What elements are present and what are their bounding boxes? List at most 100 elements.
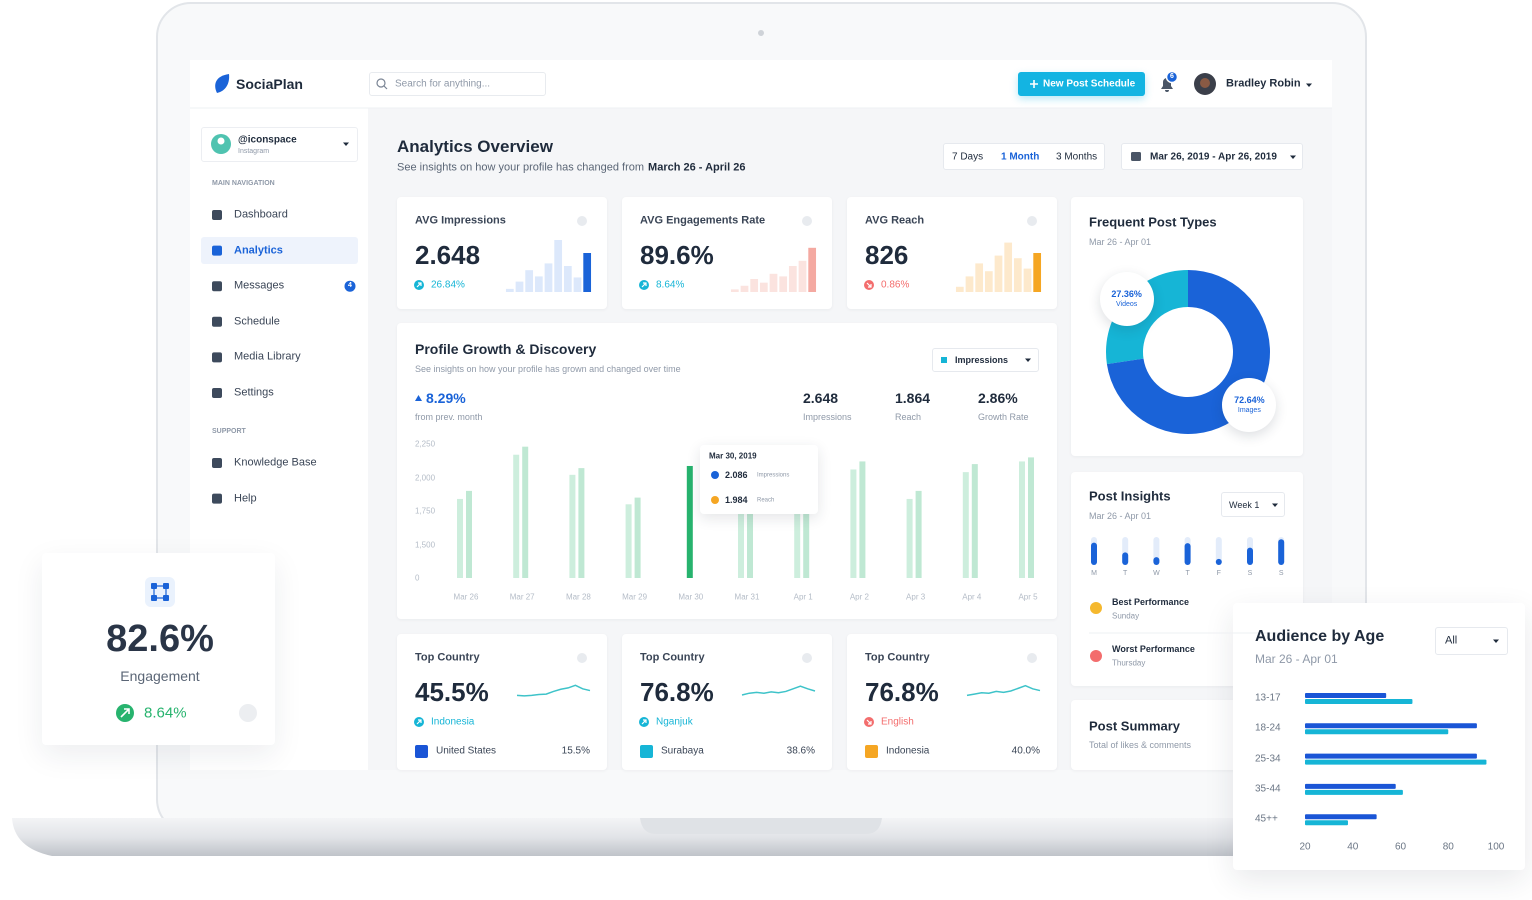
metric-dropdown[interactable]	[932, 348, 1039, 372]
caret-icon	[1025, 358, 1031, 362]
y-tick-label: 2,000	[415, 472, 436, 482]
change-arrow	[415, 395, 422, 401]
nav-icon	[212, 281, 222, 292]
country-sparkline	[741, 685, 816, 696]
chart-subtitle: See insights on how your profile has gro…	[415, 363, 681, 374]
kpi-card	[847, 197, 1057, 309]
trend-icon	[414, 280, 424, 290]
period-tab[interactable]: 3 Months	[1056, 151, 1098, 163]
card-title: Frequent Post Types	[1089, 214, 1217, 230]
info-icon	[802, 216, 812, 226]
trend-arrow	[866, 282, 872, 288]
age-bar	[1305, 753, 1477, 759]
engagement-icon	[151, 583, 157, 589]
audience-dropdown[interactable]	[1435, 627, 1508, 655]
avatar	[1194, 73, 1216, 95]
period-tab[interactable]: 1 Month	[1001, 151, 1040, 163]
stat-value: 1.864	[895, 389, 931, 406]
nav-item[interactable]: Schedule	[234, 315, 280, 328]
nav-icon	[212, 493, 222, 504]
search-icon	[383, 85, 388, 90]
caret-icon	[1290, 155, 1296, 159]
caret-icon	[343, 142, 349, 146]
bar	[634, 497, 641, 578]
user-name[interactable]: Bradley Robin	[1226, 77, 1301, 90]
country-row-name: Indonesia	[886, 745, 930, 757]
page-subtitle: See insights on how your profile has cha…	[397, 161, 645, 174]
nav-item[interactable]: Settings	[234, 386, 274, 399]
country-label: Top Country	[415, 651, 480, 664]
kpi-spark-bar	[798, 260, 807, 292]
country-swatch	[865, 745, 878, 758]
tooltip-value: 1.984	[725, 494, 748, 505]
nav-item[interactable]: Messages	[234, 279, 285, 292]
bar	[906, 498, 913, 578]
nav-item[interactable]: Help	[234, 492, 257, 505]
bar	[915, 490, 922, 578]
filter-label[interactable]: All	[1445, 634, 1458, 647]
period-tabs[interactable]	[943, 143, 1105, 170]
nav-item[interactable]: Dashboard	[234, 208, 288, 221]
insight-track	[1247, 537, 1253, 565]
age-bar	[1305, 699, 1413, 704]
kpi-spark-bar	[769, 273, 778, 292]
bar	[738, 498, 744, 578]
info-icon	[577, 216, 587, 226]
age-label: 45++	[1255, 813, 1278, 825]
search-box[interactable]	[369, 72, 546, 96]
week-label[interactable]: Week 1	[1229, 499, 1260, 510]
trend-arrow	[641, 719, 647, 725]
insight-track	[1122, 537, 1129, 565]
page-title: Analytics Overview	[397, 137, 553, 157]
trend-icon	[414, 717, 424, 727]
trend-arrow	[641, 282, 647, 288]
insight-bar	[1122, 552, 1129, 565]
tooltip-dot	[711, 471, 719, 479]
kpi-spark-bar	[965, 276, 974, 292]
account-switcher[interactable]	[201, 127, 358, 162]
country-sparkline	[516, 684, 591, 697]
metric-label[interactable]: Impressions	[955, 354, 1009, 365]
nav-item[interactable]: Media Library	[234, 351, 301, 364]
stat-label: Impressions	[803, 411, 852, 422]
stat-value: 2.648	[803, 389, 839, 406]
engagement-icon	[163, 583, 169, 589]
day-label: M	[1091, 569, 1097, 577]
x-tick-label: Mar 26	[453, 592, 479, 602]
info-icon	[577, 653, 587, 663]
x-tick-label: Mar 28	[565, 592, 591, 602]
kpi-spark-bar	[544, 263, 553, 292]
donut-label-bubble	[1099, 272, 1154, 327]
bar	[1019, 461, 1025, 578]
help-icon	[239, 704, 257, 722]
insight-track	[1278, 537, 1285, 565]
x-tick-label: Apr 2	[849, 592, 869, 602]
nav-item[interactable]: Analytics	[234, 244, 283, 257]
country-row-value: 38.6%	[786, 745, 815, 757]
week-dropdown[interactable]	[1221, 492, 1285, 517]
country-value: 76.8%	[640, 677, 714, 708]
kpi-spark-bar	[730, 289, 739, 292]
donut-label-bubble	[1222, 377, 1277, 432]
button-label[interactable]: New Post Schedule	[1043, 78, 1136, 90]
chart-title: Profile Growth & Discovery	[415, 340, 597, 357]
day-label: S	[1247, 569, 1253, 577]
best-day: Sunday	[1112, 611, 1140, 621]
donut-slice	[1106, 269, 1188, 365]
date-picker[interactable]	[1121, 143, 1303, 170]
age-bar	[1305, 814, 1377, 820]
bar	[1028, 457, 1034, 578]
new-post-button[interactable]	[1018, 72, 1145, 96]
day-label: W	[1153, 569, 1160, 577]
country-card	[622, 634, 832, 770]
nav-item[interactable]: Knowledge Base	[234, 456, 317, 469]
period-tab[interactable]: 7 Days	[952, 151, 984, 163]
y-tick-label: 0	[415, 573, 420, 583]
x-tick-label: 40	[1347, 841, 1359, 853]
x-tick-label: Apr 5	[1018, 592, 1038, 602]
audience-card	[1233, 603, 1525, 870]
nav-section-title: MAIN NAVIGATION	[212, 179, 275, 187]
country-card	[397, 634, 607, 770]
date-range[interactable]: Mar 26, 2019 - Apr 26, 2019	[1150, 151, 1277, 163]
